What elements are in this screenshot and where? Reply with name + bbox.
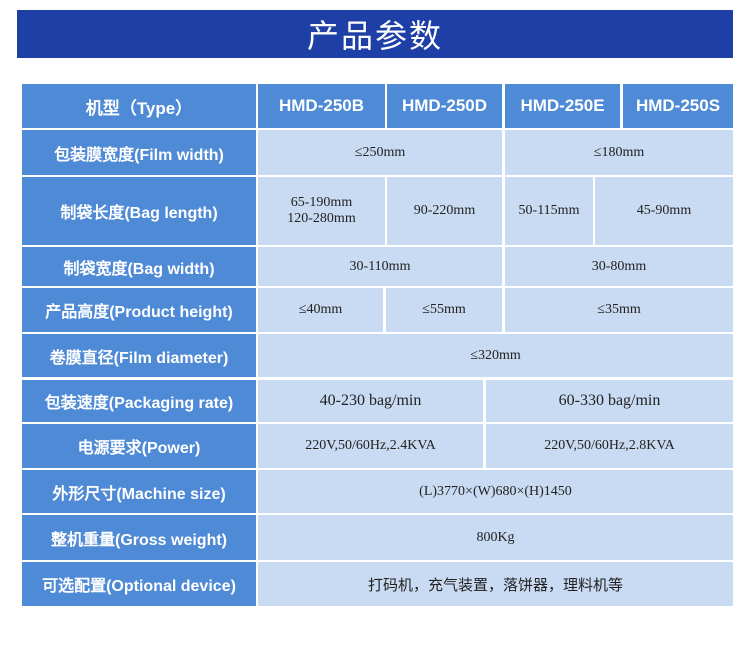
header-type-label: 机型（Type） [22,84,256,128]
row-label-machine-size: 外形尺寸(Machine size) [22,470,256,513]
value-cell: 220V,50/60Hz,2.8KVA [486,424,733,468]
value-cell: (L)3770×(W)680×(H)1450 [258,470,733,513]
header-model: HMD-250B [258,84,385,128]
value-cell: 40-230 bag/min [258,380,483,422]
value-cell: ≤55mm [386,288,502,332]
value-cell: 60-330 bag/min [486,380,733,422]
value-cell: 90-220mm [387,177,502,245]
value-cell: ≤40mm [258,288,383,332]
value-cell: ≤320mm [258,334,733,377]
row-label-power: 电源要求(Power) [22,424,256,468]
page-title: 产品参数 [17,10,733,58]
row-label-optional-device: 可选配置(Optional device) [22,562,256,606]
value-cell: ≤180mm [505,130,733,175]
row-label-film-width: 包装膜宽度(Film width) [22,130,256,175]
value-cell: 45-90mm [595,177,733,245]
row-label-product-height: 产品高度(Product height) [22,288,256,332]
row-label-gross-weight: 整机重量(Gross weight) [22,515,256,560]
row-label-bag-length: 制袋长度(Bag length) [22,177,256,245]
header-model: HMD-250D [387,84,502,128]
value-cell: 50-115mm [505,177,593,245]
header-model: HMD-250S [623,84,733,128]
value-line: 120-280mm [287,211,356,226]
row-label-film-diameter: 卷膜直径(Film diameter) [22,334,256,377]
value-cell: 30-80mm [505,247,733,286]
header-model: HMD-250E [505,84,620,128]
row-label-bag-width: 制袋宽度(Bag width) [22,247,256,286]
value-cell: 30-110mm [258,247,502,286]
row-label-packaging-rate: 包装速度(Packaging rate) [22,380,256,422]
value-cell: 打码机，充气装置，落饼器，理料机等 [258,562,733,606]
value-cell: ≤250mm [258,130,502,175]
value-cell: 800Kg [258,515,733,560]
value-cell: 65-190mm 120-280mm [258,177,385,245]
value-cell: 220V,50/60Hz,2.4KVA [258,424,483,468]
value-line: 65-190mm [290,195,353,210]
value-cell: ≤35mm [505,288,733,332]
